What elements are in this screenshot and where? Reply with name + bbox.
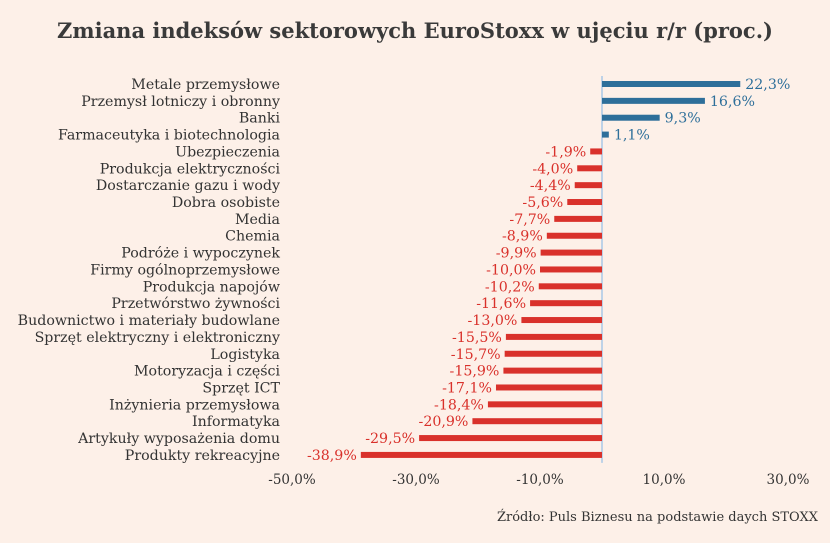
bar [495,384,602,391]
category-label: Ubezpieczenia [175,144,280,160]
value-label: 1,1% [614,128,650,144]
category-label: Przetwórstwo żywności [111,296,280,312]
value-label: 9,3% [665,111,701,127]
value-label: -4,4% [530,178,571,194]
chart-title: Zmiana indeksów sektorowych EuroStoxx w … [57,18,773,43]
value-label: -9,9% [496,246,537,262]
source-note: Źródło: Puls Biznesu na podstawie daych … [496,510,818,525]
bar [521,317,602,324]
category-label: Media [235,212,281,228]
category-label: Produkty rekreacyjne [125,448,280,464]
value-label: -17,1% [442,380,492,396]
category-label: Sprzęt elektryczny i elektroniczny [35,330,280,346]
category-label: Chemia [225,229,280,245]
category-label: Produkcja elektryczności [100,161,281,177]
category-label: Motoryzacja i części [134,364,280,380]
value-label: -4,0% [532,161,573,177]
bar [487,401,602,408]
bar [503,367,602,374]
category-label: Informatyka [192,414,281,430]
bar [540,249,602,256]
bar [554,215,602,222]
category-label: Logistyka [210,347,280,363]
bar [602,114,660,121]
value-label: -15,7% [451,347,501,363]
category-label: Sprzęt ICT [202,380,280,396]
bar [360,451,602,458]
x-tick-label: 30,0% [767,472,810,488]
value-label: -7,7% [509,212,550,228]
bar [567,199,602,206]
category-label: Produkcja napojów [143,279,280,295]
category-label: Inżynieria przemysłowa [109,397,280,413]
value-label: -8,9% [502,229,543,245]
bar [419,435,602,442]
bar [602,81,741,87]
value-label: -29,5% [365,431,415,447]
category-label: Budownictwo i materiały budowlane [18,313,280,329]
category-label: Farmaceutyka i biotechnologia [58,128,281,144]
x-tick-label: -30,0% [392,472,440,488]
value-label: -10,0% [486,262,536,278]
bar [602,131,609,138]
value-label: -15,9% [450,364,500,380]
value-label: -1,9% [545,144,586,160]
category-label: Metale przemysłowe [131,77,280,93]
category-label: Przemysł lotniczy i obronny [81,94,280,110]
category-label: Dobra osobiste [172,195,280,211]
bar [540,266,602,273]
x-tick-label: 10,0% [643,472,686,488]
bar [504,350,602,357]
value-label: -15,5% [452,330,502,346]
bar [505,333,602,340]
category-label: Dostarczanie gazu i wody [96,178,280,194]
value-label: -18,4% [434,397,484,413]
bar [538,283,602,290]
bar [546,232,602,239]
value-label: -5,6% [522,195,563,211]
value-label: -38,9% [307,448,357,464]
bar [577,165,602,172]
x-tick-label: -10,0% [516,472,564,488]
category-label: Firmy ogólnoprzemysłowe [90,262,280,278]
category-label: Podróże i wypoczynek [121,246,280,262]
bar [530,300,602,307]
bar [590,148,602,155]
x-tick-label: -50,0% [268,472,316,488]
category-label: Artykuły wyposażenia domu [77,431,280,447]
bar [472,418,602,425]
value-label: 22,3% [745,77,790,93]
value-label: -10,2% [485,279,535,295]
bar [574,182,602,189]
value-label: -13,0% [468,313,518,329]
value-label: -11,6% [476,296,526,312]
category-label: Banki [239,111,281,127]
value-label: -20,9% [419,414,469,430]
bar [602,97,705,104]
value-label: 16,6% [710,94,755,110]
